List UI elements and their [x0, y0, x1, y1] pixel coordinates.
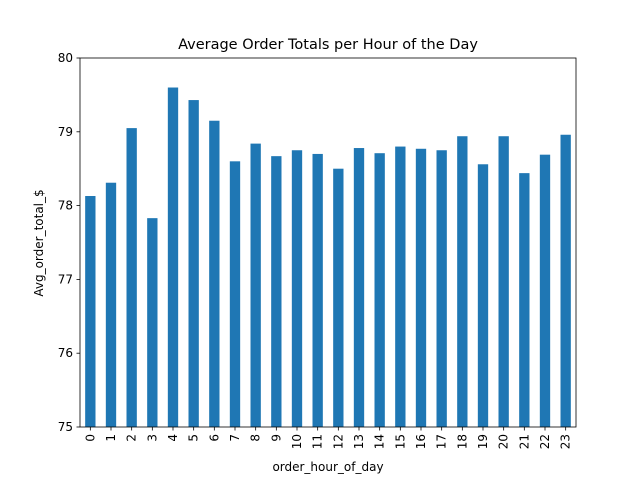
x-tick-label: 1 [104, 434, 118, 442]
bar-hour-18 [457, 136, 467, 427]
bar-hour-14 [375, 153, 385, 427]
x-tick-label: 13 [352, 434, 366, 449]
x-tick-label: 10 [290, 434, 304, 449]
bar-hour-22 [540, 155, 550, 427]
x-tick-label: 0 [83, 434, 97, 442]
bar-hour-11 [313, 154, 323, 427]
bar-hour-6 [209, 121, 219, 427]
x-tick-label: 16 [414, 434, 428, 449]
bar-hour-3 [147, 218, 157, 427]
y-tick-label: 77 [58, 272, 73, 286]
y-axis-title: Avg_order_total_$ [32, 189, 46, 296]
bar-hour-0 [85, 196, 95, 427]
bar-hour-10 [292, 150, 302, 427]
x-tick-label: 12 [331, 434, 345, 449]
x-tick-label: 17 [435, 434, 449, 449]
x-tick-label: 6 [207, 434, 221, 442]
x-tick-label: 5 [187, 434, 201, 442]
x-tick-label: 7 [228, 434, 242, 442]
bar-hour-4 [168, 88, 178, 427]
bar-hour-1 [106, 183, 116, 427]
bar-hour-8 [251, 144, 261, 427]
x-tick-label: 4 [166, 434, 180, 442]
bar-hour-21 [519, 173, 529, 427]
bar-hour-20 [499, 136, 509, 427]
bar-hour-2 [127, 128, 137, 427]
x-tick-label: 3 [145, 434, 159, 442]
x-tick-label: 8 [249, 434, 263, 442]
bar-hour-15 [395, 147, 405, 427]
x-tick-label: 20 [497, 434, 511, 449]
x-tick-label: 22 [538, 434, 552, 449]
y-tick-label: 79 [58, 125, 73, 139]
x-axis-title: order_hour_of_day [272, 460, 383, 474]
x-tick-label: 11 [311, 434, 325, 449]
x-tick-label: 15 [393, 434, 407, 449]
y-tick-label: 76 [58, 346, 73, 360]
bar-hour-12 [333, 169, 343, 427]
x-tick-label: 2 [125, 434, 139, 442]
bar-hour-17 [437, 150, 447, 427]
y-tick-label: 78 [58, 199, 73, 213]
x-tick-label: 14 [373, 434, 387, 449]
x-tick-label: 18 [455, 434, 469, 449]
chart-title: Average Order Totals per Hour of the Day [178, 37, 478, 53]
bar-hour-5 [189, 100, 199, 427]
bar-hour-19 [478, 164, 488, 427]
y-tick-label: 80 [58, 51, 73, 65]
bar-hour-9 [271, 156, 281, 427]
x-tick-label: 23 [559, 434, 573, 449]
bar-hour-16 [416, 149, 426, 427]
x-tick-label: 9 [269, 434, 283, 442]
bar-hour-23 [561, 135, 571, 427]
bar-hour-7 [230, 161, 240, 427]
bar-hour-13 [354, 148, 364, 427]
x-tick-label: 19 [476, 434, 490, 449]
y-tick-label: 75 [58, 420, 73, 434]
x-tick-label: 21 [517, 434, 531, 449]
